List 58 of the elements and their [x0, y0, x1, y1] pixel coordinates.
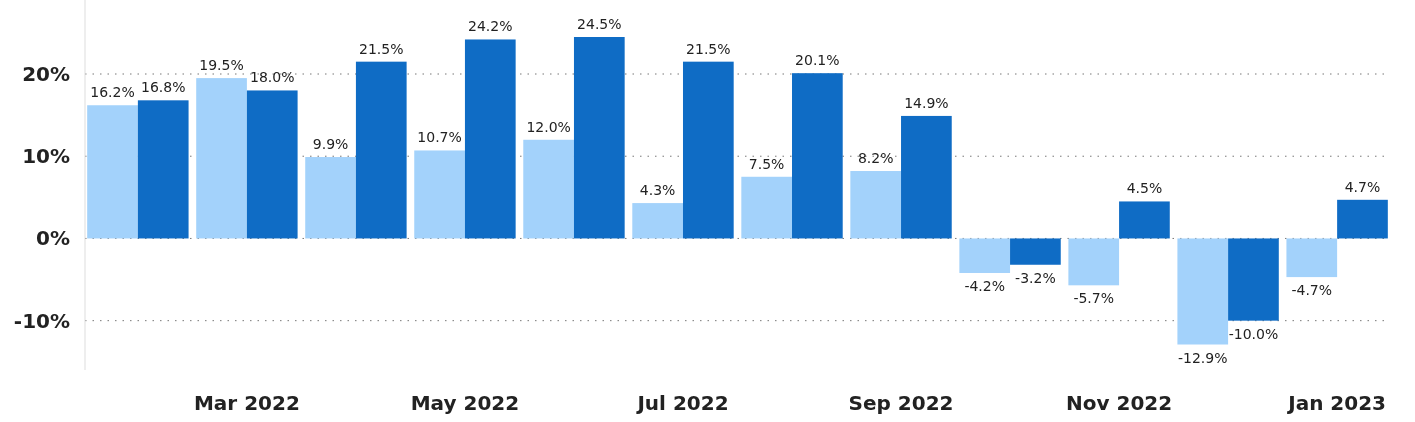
data-label: -12.9% — [1177, 349, 1228, 366]
y-tick-label: 0% — [36, 226, 70, 251]
bar — [632, 203, 683, 239]
data-label: 10.7% — [417, 129, 462, 146]
bar — [87, 105, 138, 239]
bar — [196, 78, 247, 239]
bar — [355, 61, 407, 239]
x-tick-label: Jul 2022 — [635, 391, 729, 415]
data-label: 24.5% — [577, 16, 622, 32]
data-label: 16.2% — [90, 84, 135, 101]
bar — [959, 238, 1011, 273]
data-label: -4.2% — [964, 277, 1006, 294]
bar — [1337, 199, 1388, 239]
data-label: 4.3% — [639, 182, 676, 199]
x-tick-label: Jan 2023 — [1286, 391, 1387, 415]
bar — [137, 100, 189, 239]
data-label: 21.5% — [686, 40, 731, 57]
bar — [1177, 238, 1229, 345]
bar — [414, 150, 465, 239]
data-label: -5.7% — [1073, 290, 1115, 307]
bar — [1010, 238, 1061, 265]
bar — [523, 139, 574, 239]
data-label: 8.2% — [857, 150, 894, 167]
data-label: 4.7% — [1344, 178, 1381, 195]
bar — [850, 171, 902, 239]
data-label: 7.5% — [748, 155, 785, 172]
bar — [792, 73, 843, 239]
bar — [682, 61, 734, 239]
bar — [1119, 201, 1170, 239]
data-label: -10.0% — [1228, 325, 1279, 342]
bar — [246, 90, 298, 239]
y-tick-label: 20% — [22, 62, 70, 86]
x-tick-label: Nov 2022 — [1066, 391, 1173, 415]
data-label: 19.5% — [199, 57, 244, 74]
data-label: 16.8% — [140, 79, 186, 96]
bar — [1286, 238, 1338, 278]
y-tick-label: 10% — [22, 144, 70, 169]
x-tick-label: Mar 2022 — [193, 391, 300, 415]
data-label: 9.9% — [312, 136, 349, 153]
bar — [901, 115, 952, 239]
data-label: 12.0% — [526, 118, 571, 135]
data-label: -3.2% — [1015, 269, 1056, 286]
x-tick-label: May 2022 — [410, 391, 520, 415]
data-label: -4.7% — [1291, 282, 1333, 299]
bar — [1228, 238, 1279, 321]
data-label: 20.1% — [795, 52, 840, 69]
data-label: 14.9% — [904, 94, 949, 111]
bar — [741, 176, 793, 239]
bar — [573, 37, 625, 239]
x-tick-label: Sep 2022 — [848, 391, 954, 415]
bar — [1068, 238, 1120, 286]
data-label: 21.5% — [359, 40, 404, 57]
bar — [464, 39, 516, 239]
data-label: 24.2% — [468, 18, 513, 35]
y-tick-label: -10% — [13, 308, 70, 333]
bar — [305, 157, 356, 239]
data-label: 18.0% — [250, 69, 295, 86]
data-label: 4.5% — [1126, 180, 1163, 197]
